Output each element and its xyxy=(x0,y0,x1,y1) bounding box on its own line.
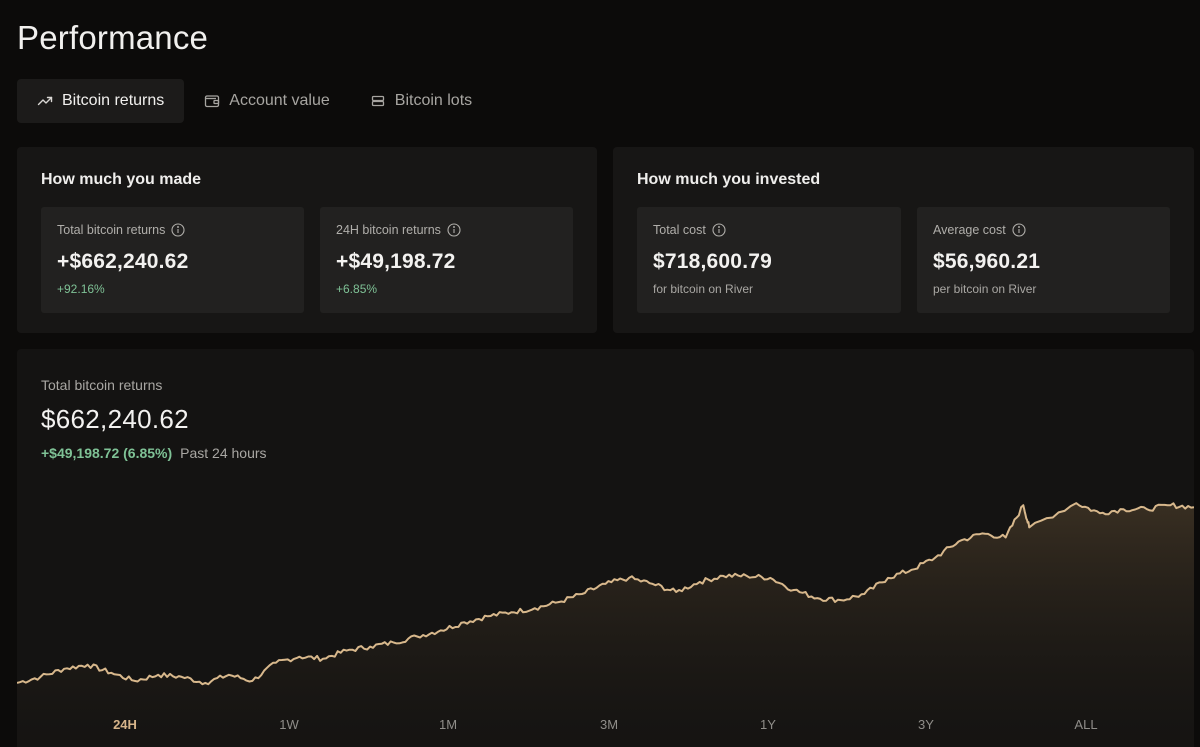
invested-card: How much you invested Total cost $718,60… xyxy=(613,147,1194,333)
stat-label-text: Total cost xyxy=(653,223,706,237)
total-returns-stat: Total bitcoin returns +$662,240.62 +92.1… xyxy=(41,207,304,313)
tab-label: Bitcoin returns xyxy=(62,92,165,109)
info-icon[interactable] xyxy=(712,223,726,237)
chart-series-line xyxy=(17,502,1194,686)
wallet-icon xyxy=(204,93,220,109)
chart-period: Past 24 hours xyxy=(180,445,267,461)
stat-label-text: Total bitcoin returns xyxy=(57,223,166,237)
stat-sub: per bitcoin on River xyxy=(933,282,1037,296)
chart-change: +$49,198.72 (6.85%) xyxy=(41,445,173,461)
range-24h[interactable]: 24H xyxy=(113,717,137,732)
stat-label: 24H bitcoin returns xyxy=(336,223,461,237)
chart-label: Total bitcoin returns xyxy=(41,377,163,393)
range-1y[interactable]: 1Y xyxy=(760,717,776,732)
info-icon[interactable] xyxy=(171,223,185,237)
stat-value: +$49,198.72 xyxy=(336,250,456,273)
stat-percent: +6.85% xyxy=(336,282,378,296)
stat-label: Average cost xyxy=(933,223,1026,237)
tab-bitcoin-lots[interactable]: Bitcoin lots xyxy=(350,79,492,123)
invested-title: How much you invested xyxy=(637,171,821,188)
day-returns-stat: 24H bitcoin returns +$49,198.72 +6.85% xyxy=(320,207,573,313)
page-title: Performance xyxy=(17,19,209,56)
stat-label: Total bitcoin returns xyxy=(57,223,185,237)
chart-change-row: +$49,198.72 (6.85%) Past 24 hours xyxy=(41,445,267,461)
stat-label-text: Average cost xyxy=(933,223,1006,237)
stat-percent: +92.16% xyxy=(57,282,105,296)
range-1w[interactable]: 1W xyxy=(279,717,299,732)
returns-chart-card: Total bitcoin returns $662,240.62 +$49,1… xyxy=(17,349,1194,747)
stat-value: $56,960.21 xyxy=(933,250,1041,273)
average-cost-stat: Average cost $56,960.21 per bitcoin on R… xyxy=(917,207,1170,313)
tab-account-value[interactable]: Account value xyxy=(184,79,350,123)
range-all[interactable]: ALL xyxy=(1074,717,1098,732)
range-3m[interactable]: 3M xyxy=(599,717,619,732)
made-card: How much you made Total bitcoin returns … xyxy=(17,147,597,333)
stat-value: $718,600.79 xyxy=(653,250,772,273)
total-cost-stat: Total cost $718,600.79 for bitcoin on Ri… xyxy=(637,207,901,313)
chart-area-fill xyxy=(17,503,1194,747)
range-1m[interactable]: 1M xyxy=(438,717,458,732)
performance-tabs: Bitcoin returns Account value Bitcoin lo… xyxy=(17,79,492,123)
trending-up-icon xyxy=(37,93,53,109)
time-range-selector: 24H 1W 1M 3M 1Y 3Y ALL xyxy=(17,717,1194,737)
made-title: How much you made xyxy=(41,171,202,188)
range-3y[interactable]: 3Y xyxy=(918,717,934,732)
returns-chart[interactable] xyxy=(17,349,1194,747)
stat-value: +$662,240.62 xyxy=(57,250,189,273)
tab-label: Account value xyxy=(229,92,330,109)
info-icon[interactable] xyxy=(447,223,461,237)
stack-icon xyxy=(370,93,386,109)
chart-value: $662,240.62 xyxy=(41,404,189,434)
stat-sub: for bitcoin on River xyxy=(653,282,754,296)
stat-label: Total cost xyxy=(653,223,726,237)
stat-label-text: 24H bitcoin returns xyxy=(336,223,441,237)
tab-label: Bitcoin lots xyxy=(394,92,473,109)
tab-bitcoin-returns[interactable]: Bitcoin returns xyxy=(17,79,185,123)
info-icon[interactable] xyxy=(1012,223,1026,237)
